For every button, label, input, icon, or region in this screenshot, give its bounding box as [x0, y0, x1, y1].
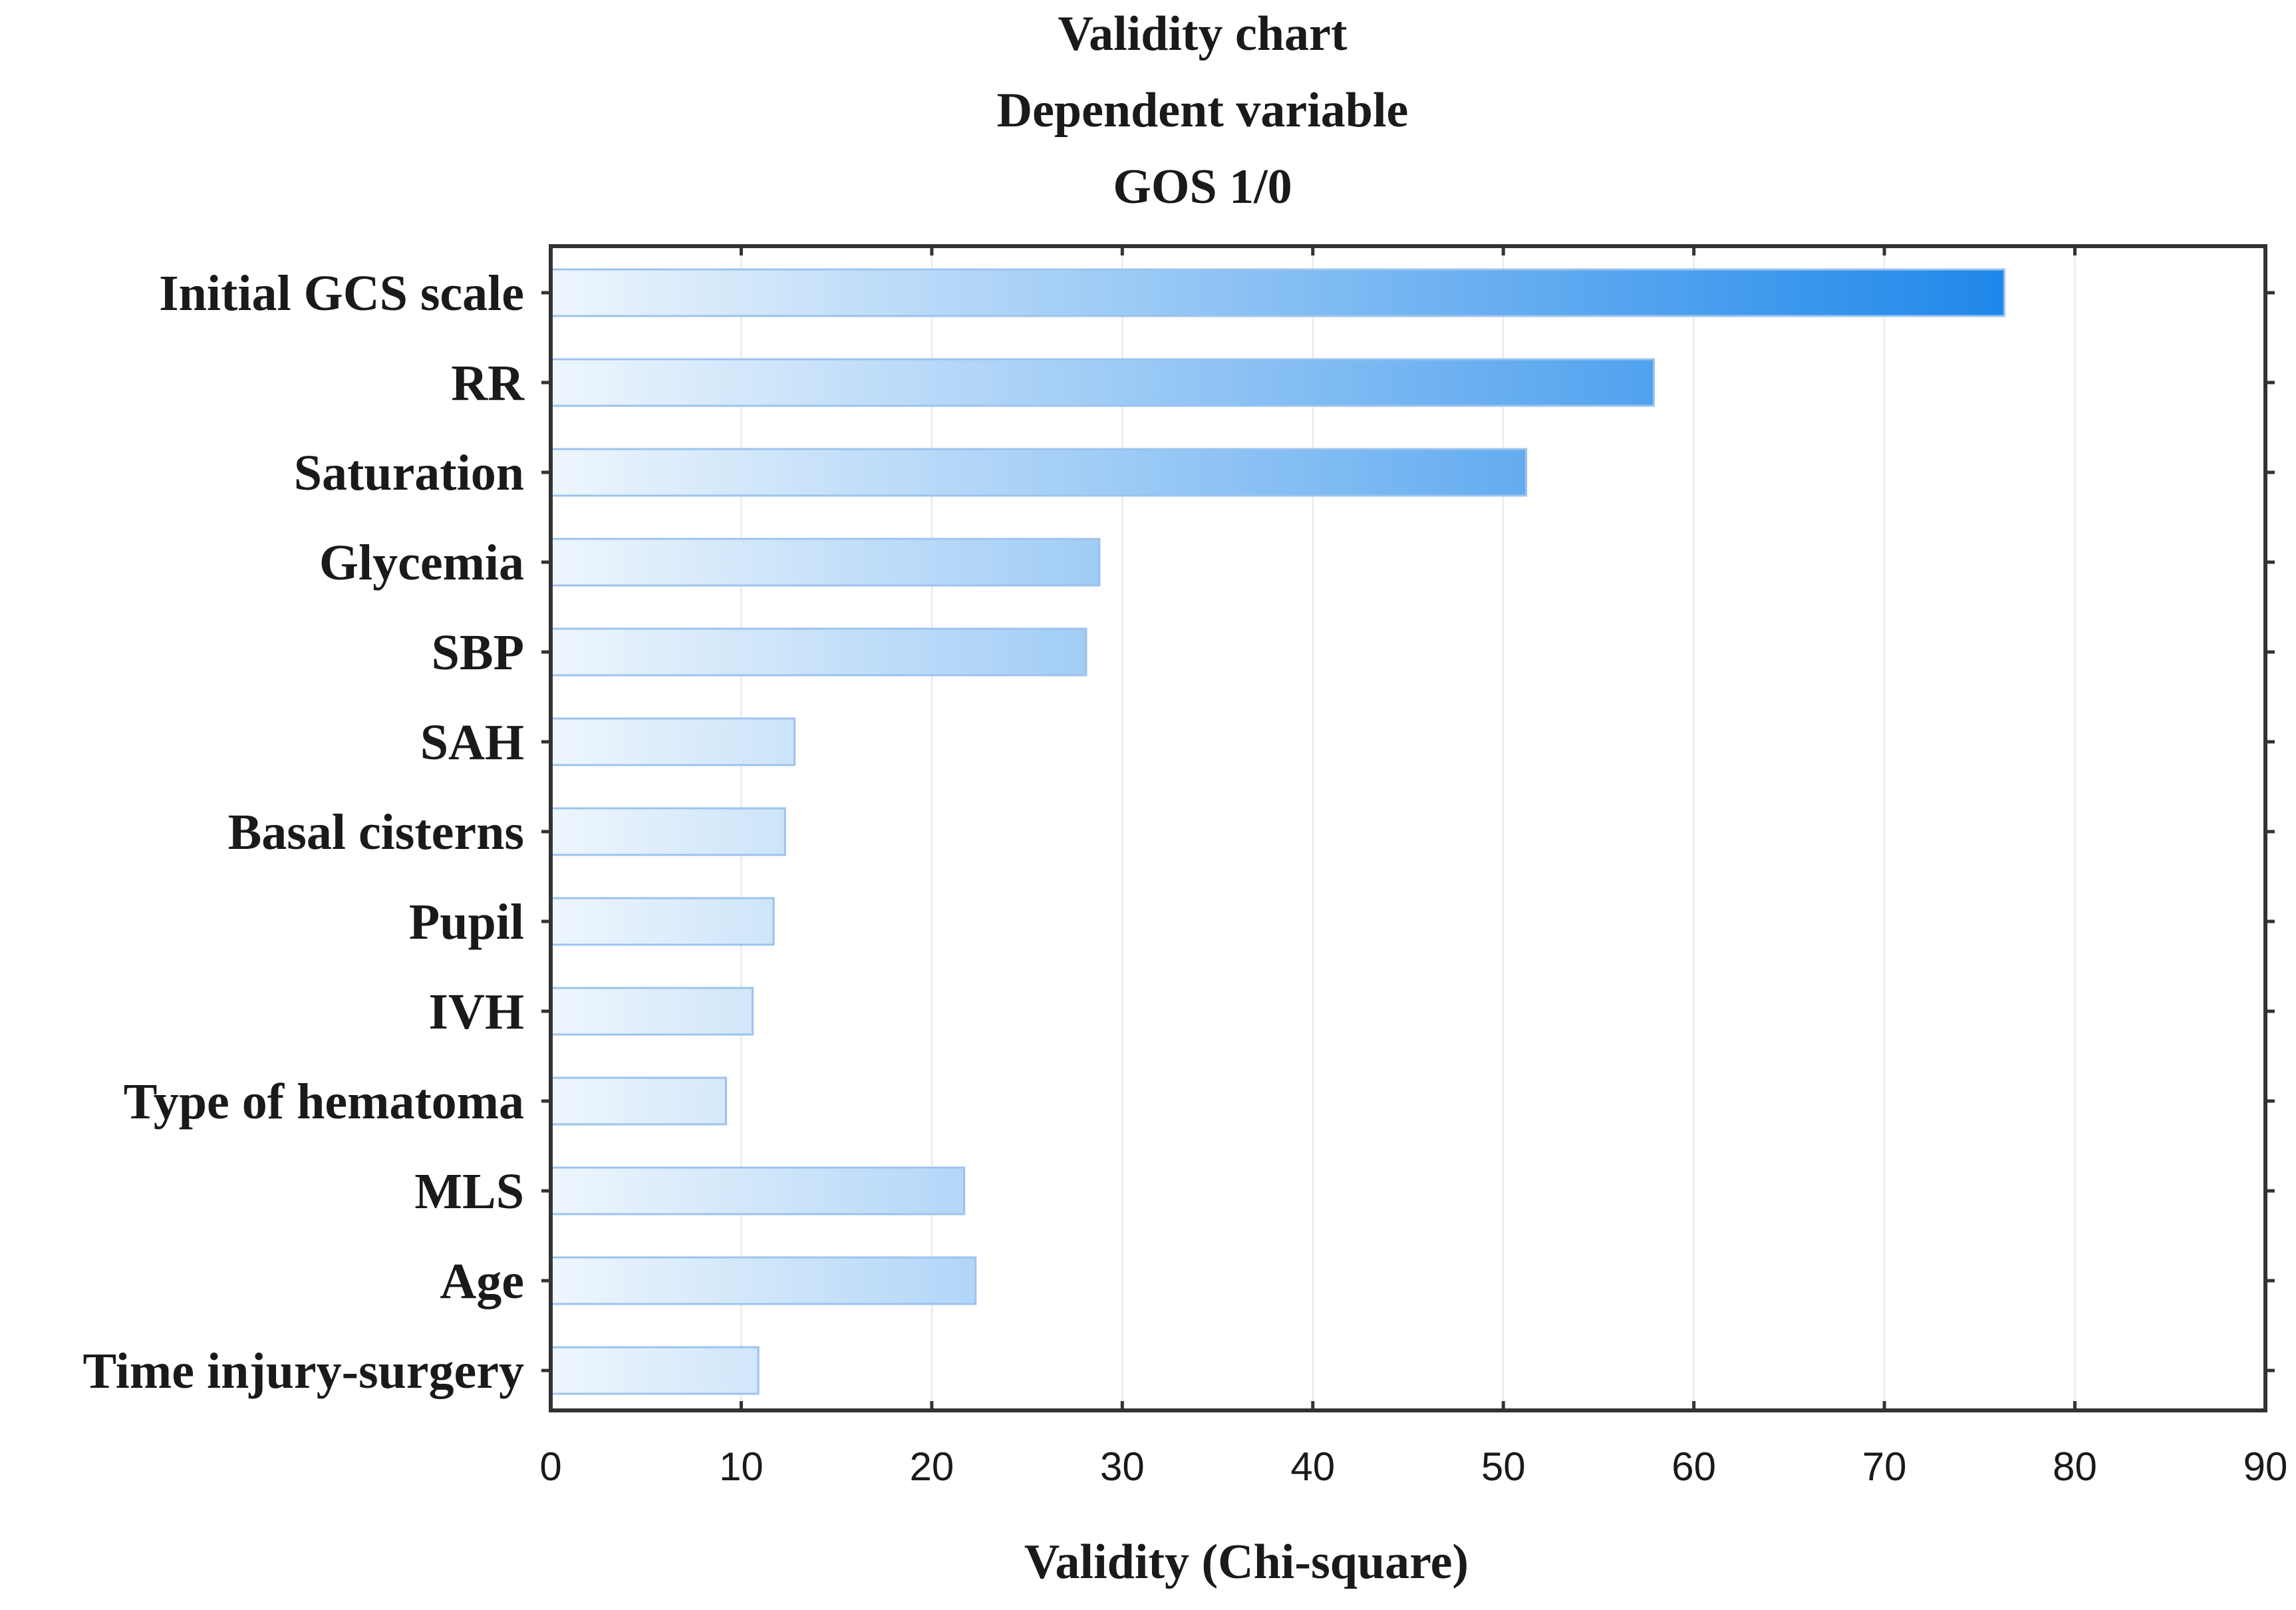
category-label: Type of hematoma — [124, 1074, 524, 1130]
chart-title-line-2: Dependent variable — [997, 83, 1409, 138]
bars — [549, 268, 2006, 1395]
bar — [549, 268, 2006, 317]
category-label: Glycemia — [319, 535, 524, 591]
axis-ticks — [541, 246, 2275, 1410]
bar — [549, 358, 1655, 407]
category-label: SAH — [420, 715, 524, 770]
category-label: Basal cisterns — [228, 804, 524, 860]
plot-frame — [549, 244, 2267, 1412]
bar — [549, 627, 1087, 677]
chart-title: Validity chart Dependent variable GOS 1/… — [997, 7, 1409, 214]
x-tick-label: 50 — [1481, 1444, 1526, 1489]
x-tick-label: 70 — [1862, 1444, 1907, 1489]
bar — [549, 987, 754, 1036]
x-tick-label: 90 — [2243, 1444, 2288, 1489]
category-label: Time injury-surgery — [82, 1343, 524, 1399]
category-label: Saturation — [294, 445, 524, 501]
x-tick-label: 60 — [1671, 1444, 1716, 1489]
bar — [549, 717, 796, 766]
bar — [549, 448, 1528, 497]
category-label: RR — [451, 355, 525, 411]
chart-title-line-3: GOS 1/0 — [1113, 160, 1292, 214]
category-label: Pupil — [409, 894, 524, 950]
x-axis-tick-labels: 0 10 20 30 40 50 60 70 80 90 — [539, 1444, 2287, 1489]
category-label: MLS — [414, 1164, 524, 1219]
plot-area-border — [549, 244, 2267, 1412]
bar — [549, 807, 786, 856]
x-tick-label: 20 — [910, 1444, 954, 1489]
chart-title-line-1: Validity chart — [1058, 7, 1347, 61]
x-gridlines — [740, 246, 2076, 1410]
bar — [549, 1076, 728, 1126]
x-tick-label: 0 — [539, 1444, 561, 1489]
x-tick-label: 80 — [2053, 1444, 2097, 1489]
y-axis-category-labels: Initial GCS scale RR Saturation Glycemia SBP… — [82, 265, 525, 1399]
bar — [549, 538, 1101, 587]
x-tick-label: 40 — [1290, 1444, 1335, 1489]
category-label: SBP — [432, 625, 524, 681]
category-label: Initial GCS scale — [159, 265, 524, 321]
x-tick-label: 30 — [1100, 1444, 1145, 1489]
x-tick-label: 10 — [719, 1444, 764, 1489]
bar — [549, 897, 775, 946]
category-label: Age — [440, 1253, 524, 1309]
bar — [549, 1346, 760, 1395]
x-axis-title: Validity (Chi-square) — [1024, 1535, 1469, 1589]
bar — [549, 1256, 977, 1305]
bar — [549, 1166, 966, 1215]
category-label: IVH — [428, 984, 524, 1040]
